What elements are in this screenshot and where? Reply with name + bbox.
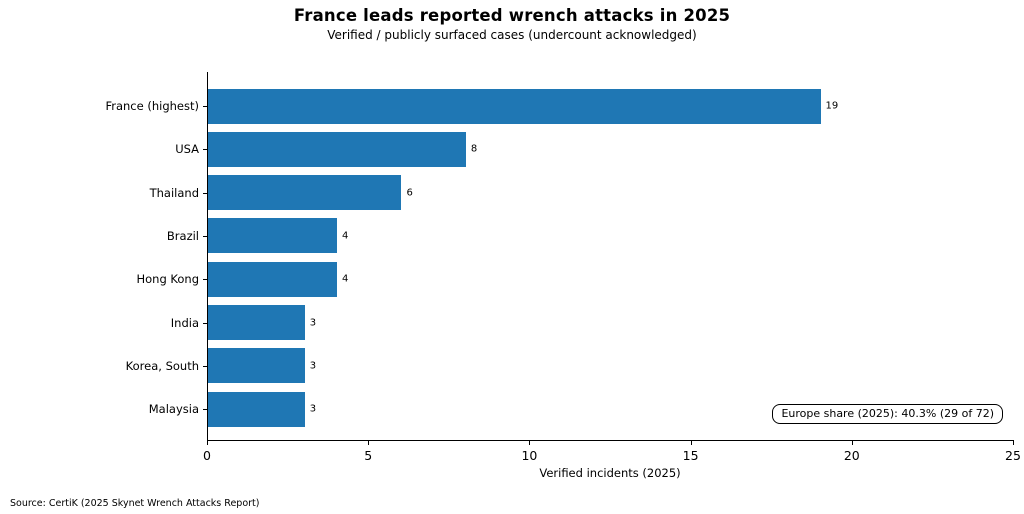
- bar-value-label: 4: [341, 230, 349, 242]
- bar: [208, 391, 305, 427]
- bar: [208, 88, 821, 124]
- bar: [208, 131, 466, 167]
- bar-value-label: 3: [309, 317, 317, 328]
- x-tick: [690, 440, 692, 445]
- plot-area: 19 France (highest) 8 USA 6 Thailand 4 Brazil 4 H…: [105, 72, 1021, 463]
- x-tick-label: 0: [203, 448, 211, 463]
- x-axis-label: Verified incidents (2025): [539, 466, 681, 480]
- x-tick-label: 25: [1005, 448, 1021, 463]
- bar: [208, 175, 402, 211]
- x-axis-spine: [207, 440, 1014, 441]
- y-tick: [203, 365, 207, 367]
- category-label: Brazil: [166, 228, 199, 243]
- bar-value-label: 4: [341, 273, 349, 285]
- y-tick: [203, 279, 207, 281]
- x-tick: [529, 440, 531, 445]
- x-tick-label: 5: [364, 448, 373, 463]
- x-tick: [1013, 440, 1014, 445]
- y-tick: [203, 149, 207, 151]
- category-label: Thailand: [149, 185, 199, 200]
- category-label: France (highest): [105, 99, 199, 113]
- x-tick: [851, 440, 853, 445]
- bar-value-label: 8: [470, 143, 478, 155]
- bar-value-label: 6: [406, 187, 413, 199]
- bar-value-label: 19: [825, 100, 839, 112]
- chart-subtitle: Verified / publicly surfaced cases (unde…: [327, 28, 697, 42]
- y-tick: [203, 322, 207, 324]
- source-note: Source: CertiK (2025 Skynet Wrench Attac…: [10, 498, 260, 509]
- x-tick-label: 10: [521, 448, 538, 463]
- y-axis-spine: [207, 72, 208, 441]
- bar: [208, 218, 337, 254]
- category-label: India: [170, 315, 199, 330]
- bar: [208, 305, 305, 340]
- bar: [208, 348, 305, 384]
- category-label: USA: [175, 142, 199, 157]
- category-label: Hong Kong: [136, 272, 199, 287]
- x-tick: [207, 440, 208, 445]
- chart-title: France leads reported wrench attacks in …: [293, 6, 731, 25]
- y-tick: [203, 106, 207, 107]
- y-tick: [203, 192, 207, 194]
- bar-value-label: 3: [309, 403, 317, 415]
- x-tick: [368, 440, 370, 445]
- category-label: Korea, South: [125, 358, 199, 373]
- bar-value-label: 3: [309, 360, 317, 372]
- x-tick-label: 15: [682, 448, 699, 463]
- y-tick: [203, 235, 207, 237]
- europe-share-annotation: Europe share (2025): 40.3% (29 of 72): [772, 404, 1003, 424]
- bar: [208, 261, 337, 297]
- x-tick-label: 20: [843, 448, 860, 463]
- y-tick: [203, 409, 207, 411]
- category-label: Malaysia: [148, 402, 199, 417]
